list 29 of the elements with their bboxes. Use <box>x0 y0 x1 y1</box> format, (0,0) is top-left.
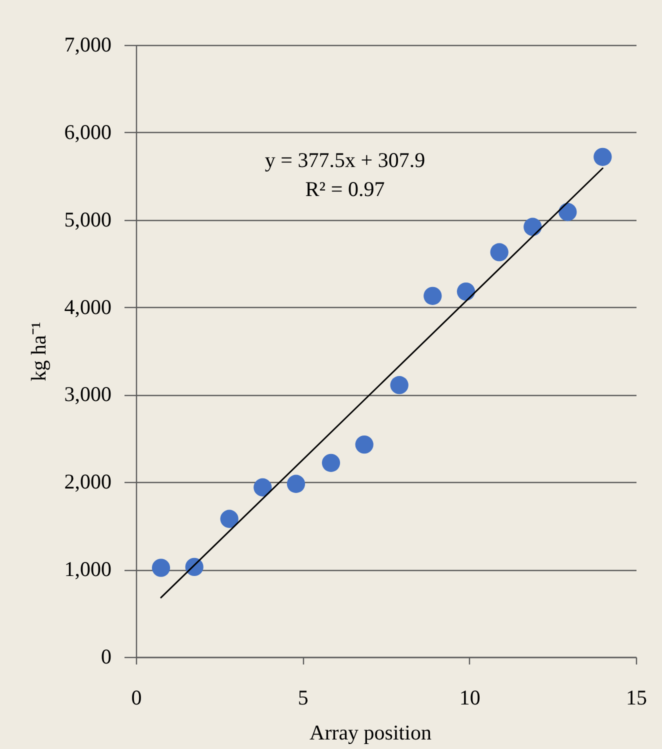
annotation: y = 377.5x + 307.9 <box>264 148 426 172</box>
annotation: R² = 0.97 <box>305 177 385 201</box>
point <box>558 202 577 222</box>
point <box>456 282 476 301</box>
y-tick-label: 0 <box>101 644 112 668</box>
point <box>490 243 508 262</box>
point <box>355 435 374 454</box>
point <box>220 510 238 528</box>
x-tick-label: 0 <box>131 686 142 710</box>
x-tick-label: 10 <box>459 686 480 710</box>
x-tick-label: 5 <box>298 686 308 710</box>
y-tick-label: 2,000 <box>64 470 112 494</box>
point <box>286 474 306 493</box>
point <box>524 218 542 236</box>
point <box>254 478 272 496</box>
y-tick-label: 1,000 <box>64 557 112 582</box>
y-axis-title: kg ha⁻¹ <box>26 322 50 382</box>
point <box>424 286 442 305</box>
point <box>594 148 612 166</box>
point <box>322 454 340 472</box>
point <box>390 376 408 394</box>
x-tick-label: 15 <box>626 686 647 710</box>
point <box>152 558 170 577</box>
y-tick-label: 3,000 <box>64 382 112 406</box>
y-tick-label: 7,000 <box>64 32 112 56</box>
y-tick-label: 6,000 <box>64 120 112 144</box>
x-axis-title: Array position <box>310 720 432 744</box>
y-tick-label: 5,000 <box>64 207 112 232</box>
y-tick-label: 4,000 <box>64 294 112 319</box>
